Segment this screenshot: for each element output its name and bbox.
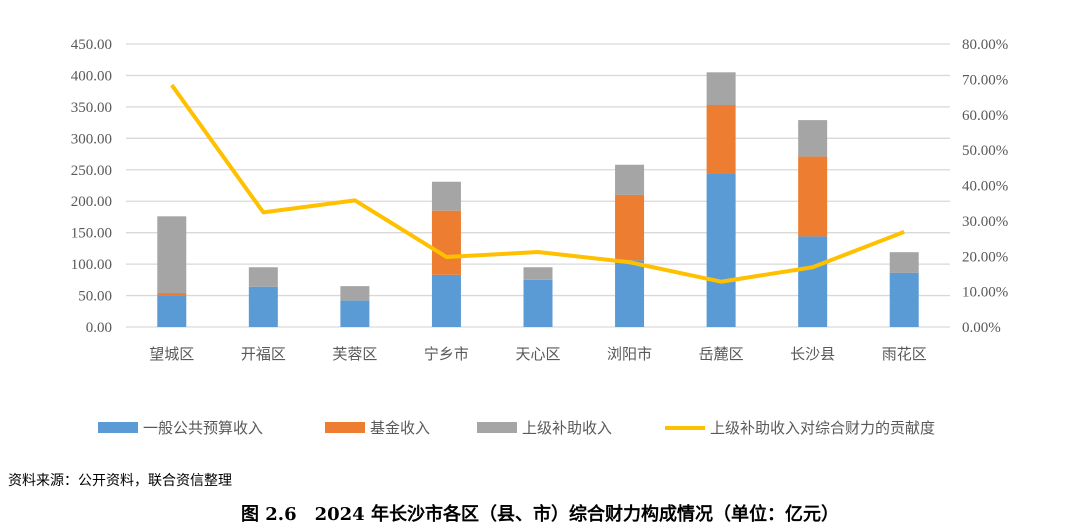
legend-swatch (98, 422, 138, 433)
bar-segment (523, 279, 553, 327)
bar-segment (431, 210, 461, 275)
bar-segment (706, 72, 736, 106)
right-axis-tick: 50.00% (962, 143, 1008, 159)
right-axis-tick: 70.00% (962, 72, 1008, 88)
bar-segment (340, 300, 370, 327)
legend-swatch (325, 422, 365, 433)
source-note: 资料来源：公开资料，联合资信整理 (8, 473, 232, 489)
category-label: 岳麓区 (699, 345, 744, 363)
left-axis-tick: 350.00 (71, 100, 112, 116)
bar-segment (798, 120, 828, 157)
bar-segment (798, 236, 828, 327)
right-axis-tick: 10.00% (962, 285, 1008, 301)
category-label: 宁乡市 (424, 345, 469, 363)
bar-segment (615, 260, 645, 327)
category-label: 长沙县 (790, 345, 835, 363)
bar-segment (523, 267, 553, 280)
left-axis-tick: 450.00 (71, 37, 112, 53)
bar-segment (706, 105, 736, 174)
bar-segment (340, 286, 370, 301)
bar-segment (615, 194, 645, 261)
left-axis-tick: 400.00 (71, 68, 112, 84)
bar-segment (706, 173, 736, 327)
legend-label: 上级补助收入 (522, 419, 612, 437)
category-label: 浏阳市 (607, 345, 652, 363)
left-axis-tick: 300.00 (71, 131, 112, 147)
bar-segment (889, 252, 919, 273)
right-axis-tick: 60.00% (962, 108, 1008, 124)
left-axis-tick: 0.00 (86, 320, 112, 336)
bar-segment (157, 216, 187, 294)
legend-label: 基金收入 (370, 419, 430, 437)
bar-segment (889, 272, 919, 327)
left-axis-tick: 50.00 (78, 289, 112, 305)
bar-segment (248, 267, 278, 287)
stacked-bar-line-chart: 0.00 50.00 100.00 150.00 200.00 250.00 300.00 3… (71, 37, 1009, 437)
bar-segment (431, 181, 461, 211)
bar-segment (615, 164, 645, 195)
category-label: 天心区 (515, 345, 560, 363)
bar-segment (248, 286, 278, 327)
right-axis-tick: 20.00% (962, 249, 1008, 265)
bar-segment (157, 295, 187, 327)
left-axis-tick: 150.00 (71, 226, 112, 242)
contribution-line (170, 83, 905, 284)
bar-segment (157, 293, 187, 296)
legend-label: 上级补助收入对综合财力的贡献度 (710, 419, 935, 437)
legend-label: 一般公共预算收入 (143, 419, 263, 437)
left-axis-tick: 250.00 (71, 163, 112, 179)
figure-caption: 图 2.6 2024 年长沙市各区（县、市）综合财力构成情况（单位：亿元） (241, 504, 839, 525)
category-label: 望城区 (149, 345, 194, 363)
right-axis-tick: 80.00% (962, 37, 1008, 53)
category-label: 开福区 (241, 345, 286, 363)
category-label: 芙蓉区 (332, 345, 377, 363)
left-axis-tick: 200.00 (71, 194, 112, 210)
right-axis-tick: 40.00% (962, 179, 1008, 195)
right-axis-tick: 0.00% (962, 320, 1001, 336)
bar-segment (798, 156, 828, 237)
left-axis-tick: 100.00 (71, 257, 112, 273)
right-axis-tick: 30.00% (962, 214, 1008, 230)
category-label: 雨花区 (882, 345, 927, 363)
legend-swatch (477, 422, 517, 433)
bar-segment (431, 274, 461, 327)
